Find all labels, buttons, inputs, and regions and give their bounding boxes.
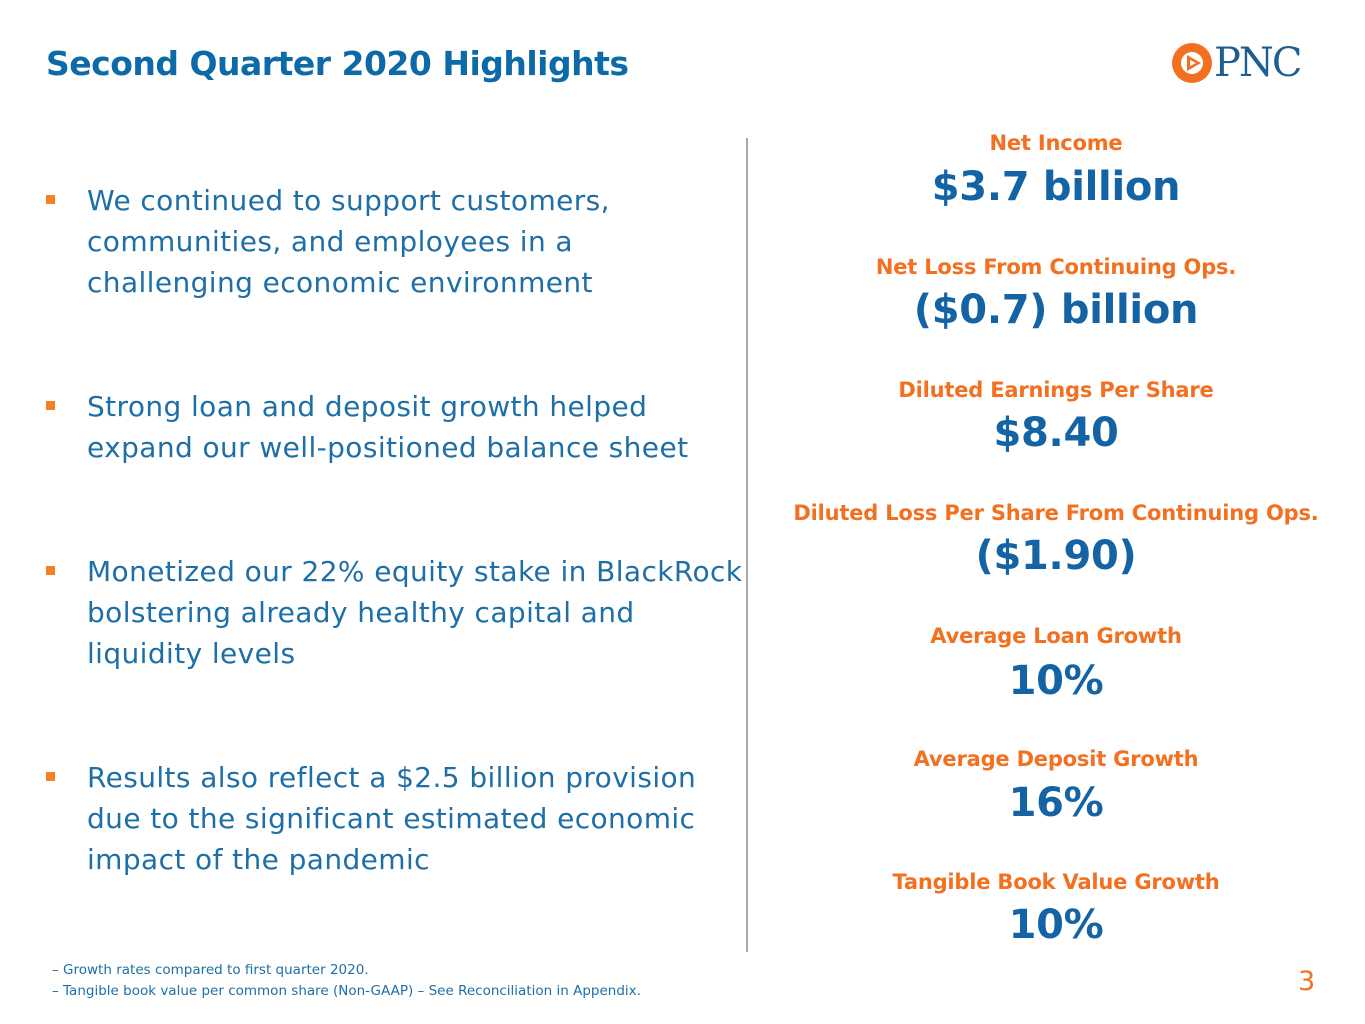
- pnc-logo: PNC: [1170, 40, 1330, 86]
- vertical-divider: [746, 138, 748, 952]
- net-loss-value: ($0.7) billion: [913, 287, 1199, 333]
- net-income-label: Net Income: [989, 131, 1123, 155]
- page-number: 3: [1298, 966, 1316, 997]
- average-loan-growth-label: Average Loan Growth: [930, 624, 1182, 648]
- average-loan-growth-value: 10%: [1008, 658, 1104, 704]
- net-income-value: $3.7 billion: [931, 164, 1181, 210]
- footnote: – Tangible book value per common share (…: [52, 983, 641, 999]
- bullet-text: Results also reflect a $2.5 billion prov…: [87, 761, 697, 876]
- bullet-text: Strong loan and deposit growth helped ex…: [87, 390, 689, 464]
- bullet-square-icon: [46, 401, 55, 410]
- tangible-book-value-growth-label: Tangible Book Value Growth: [892, 870, 1220, 894]
- footnote: – Growth rates compared to first quarter…: [52, 962, 369, 978]
- net-loss-label: Net Loss From Continuing Ops.: [875, 255, 1237, 279]
- pnc-triangle-logo-icon: [1172, 43, 1212, 83]
- diluted-eps-value: $8.40: [993, 410, 1119, 456]
- bullet-text: We continued to support customers, commu…: [87, 184, 610, 299]
- bullet-square-icon: [46, 566, 55, 575]
- average-deposit-growth-label: Average Deposit Growth: [913, 747, 1199, 771]
- average-deposit-growth-value: 16%: [1008, 780, 1104, 826]
- bullet-text: Monetized our 22% equity stake in BlackR…: [87, 555, 743, 670]
- diluted-loss-per-share-value: ($1.90): [975, 533, 1137, 579]
- bullet-square-icon: [46, 772, 55, 781]
- bullet-square-icon: [46, 195, 55, 204]
- footnotes: – Growth rates compared to first quarter…: [52, 960, 852, 1002]
- tangible-book-value-growth-value: 10%: [1008, 902, 1104, 948]
- logo-text: PNC: [1214, 40, 1303, 86]
- diluted-eps-label: Diluted Earnings Per Share: [898, 378, 1214, 402]
- page-title: Second Quarter 2020 Highlights: [46, 44, 629, 83]
- diluted-loss-per-share-label: Diluted Loss Per Share From Continuing O…: [793, 501, 1319, 525]
